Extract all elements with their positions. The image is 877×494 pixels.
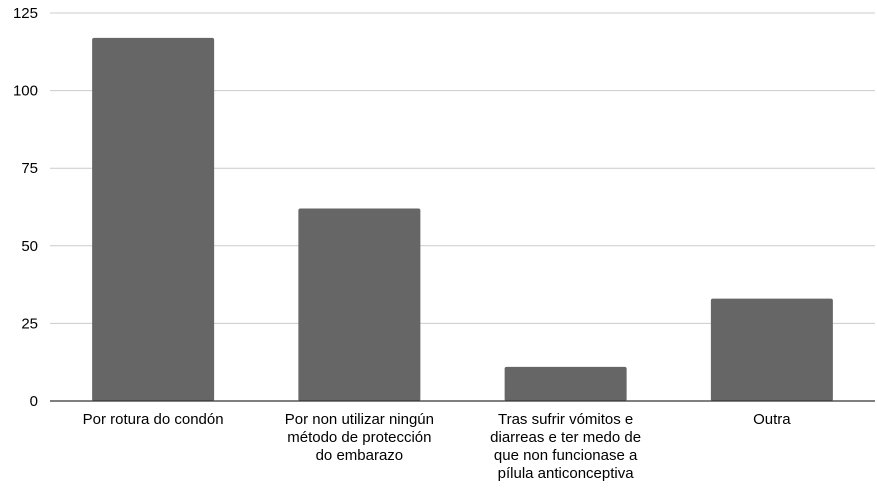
x-category-label: Por non utilizar ningún método de protecc… <box>285 411 434 464</box>
bar <box>92 37 215 401</box>
x-category-label: Outra <box>753 411 791 428</box>
x-axis-category-labels: Por rotura do condón Por non utilizar nin… <box>83 411 792 482</box>
y-tick-label: 50 <box>21 238 38 255</box>
bar <box>298 208 421 401</box>
x-category-label-line: que non funcionase a <box>494 447 638 464</box>
x-category-label-line: do embarazo <box>316 447 404 464</box>
x-category-label-line: diarreas e ter medo de <box>490 429 641 446</box>
x-category-label-line: Por non utilizar ningún <box>285 411 434 428</box>
y-tick-label: 100 <box>13 83 38 100</box>
x-category-label-line: método de protección <box>287 429 431 446</box>
bars <box>92 37 833 401</box>
x-category-label-line: Outra <box>753 411 791 428</box>
x-category-label: Tras sufrir vómitos e diarreas e ter medo… <box>490 411 641 482</box>
y-tick-label: 125 <box>13 5 38 22</box>
y-tick-label: 0 <box>30 393 38 410</box>
y-tick-label: 25 <box>21 315 38 332</box>
y-tick-label: 75 <box>21 160 38 177</box>
x-category-label-line: Por rotura do condón <box>83 411 224 428</box>
x-category-label-line: Tras sufrir vómitos e <box>498 411 633 428</box>
y-axis-tick-labels: 0 25 50 75 100 125 <box>13 5 38 410</box>
bar <box>504 366 627 401</box>
x-category-label: Por rotura do condón <box>83 411 224 428</box>
x-category-label-line: pílula anticonceptiva <box>498 465 635 482</box>
bar <box>710 298 833 401</box>
